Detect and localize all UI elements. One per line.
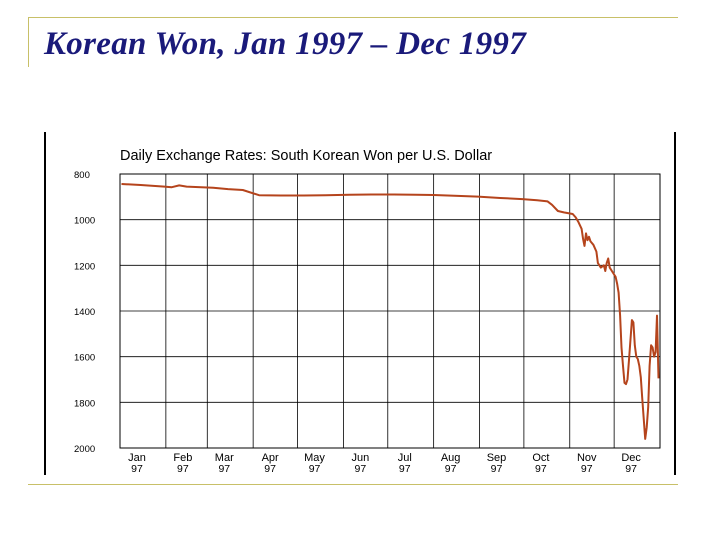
x-tick-year: 97 <box>399 463 411 475</box>
y-tick-label: 800 <box>74 170 90 181</box>
y-tick-label: 1800 <box>74 398 95 409</box>
x-tick-month: May <box>304 452 325 464</box>
x-tick-year: 97 <box>218 463 230 475</box>
x-tick-year: 97 <box>177 463 189 475</box>
x-tick-year: 97 <box>131 463 143 475</box>
title-top-rule <box>28 17 678 18</box>
x-tick-year: 97 <box>581 463 593 475</box>
y-tick-label: 1400 <box>74 307 95 318</box>
y-tick-label: 2000 <box>74 444 95 455</box>
series-line-krw-usd <box>121 183 660 440</box>
x-tick-month: Sep <box>487 452 507 464</box>
y-tick-label: 1200 <box>74 261 95 272</box>
x-tick-month: Aug <box>441 452 461 464</box>
x-tick-year: 97 <box>264 463 276 475</box>
x-tick-month: Dec <box>621 452 641 464</box>
series-layer <box>121 183 660 440</box>
x-tick-month: Nov <box>577 452 597 464</box>
x-axis-ticks: Jan97Feb97Mar97Apr97May97Jun97Jul97Aug97… <box>128 452 641 475</box>
y-axis-ticks: 800 1000 1200 1400 1600 1800 2000 <box>74 170 95 455</box>
footer-rule <box>28 484 678 485</box>
exchange-rate-chart: Daily Exchange Rates: South Korean Won p… <box>74 148 661 475</box>
x-tick-month: Feb <box>173 452 192 464</box>
x-tick-year: 97 <box>625 463 637 475</box>
x-tick-month: Oct <box>532 452 549 464</box>
x-tick-month: Jul <box>398 452 412 464</box>
x-tick-year: 97 <box>309 463 321 475</box>
y-tick-label: 1600 <box>74 353 95 364</box>
x-tick-year: 97 <box>491 463 503 475</box>
x-tick-year: 97 <box>355 463 367 475</box>
x-tick-month: Mar <box>215 452 234 464</box>
y-tick-label: 1000 <box>74 216 95 227</box>
chart-frame: Daily Exchange Rates: South Korean Won p… <box>44 132 676 475</box>
x-tick-month: Jan <box>128 452 146 464</box>
slide-title: Korean Won, Jan 1997 – Dec 1997 <box>44 26 527 62</box>
x-tick-month: Jun <box>352 452 370 464</box>
chart-title: Daily Exchange Rates: South Korean Won p… <box>120 148 492 164</box>
x-tick-month: Apr <box>262 452 279 464</box>
title-left-rule <box>28 17 29 67</box>
x-tick-year: 97 <box>535 463 547 475</box>
x-tick-year: 97 <box>445 463 457 475</box>
grid <box>119 173 661 449</box>
